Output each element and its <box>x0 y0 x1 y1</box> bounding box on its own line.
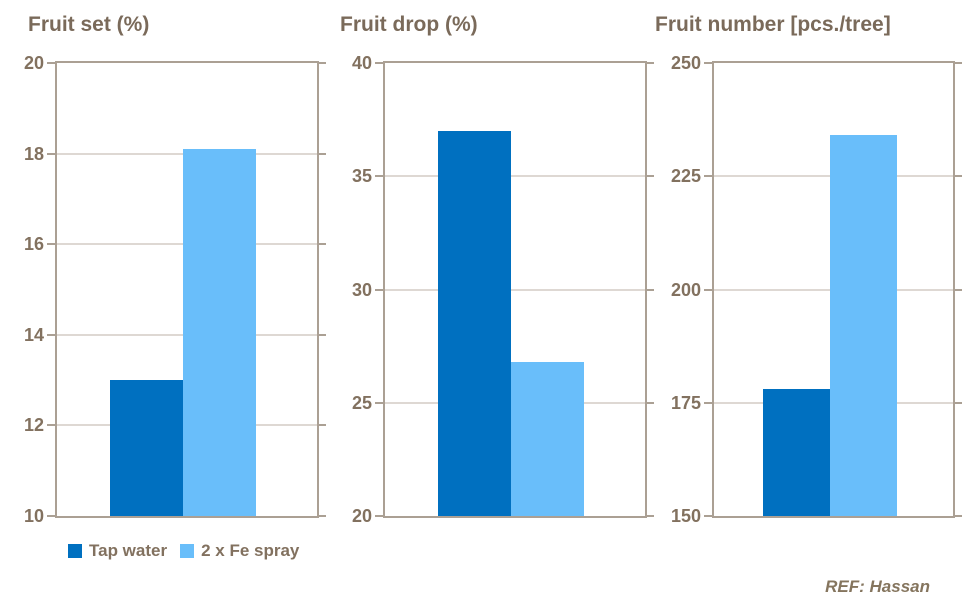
y-axis-tick <box>375 401 385 404</box>
y-tick-label: 16 <box>23 234 44 255</box>
y-axis-tick <box>704 288 714 291</box>
bar-2-x-fe-spray <box>511 361 584 516</box>
bar-tap-water <box>762 389 830 516</box>
y-axis-tick <box>317 333 326 336</box>
y-axis-tick <box>645 62 654 64</box>
reference-credit: REF: Hassan <box>825 577 930 596</box>
plot-area-fruit-drop: 20 25 30 35 40 <box>352 54 654 525</box>
y-axis-tick <box>47 333 57 336</box>
y-axis-tick <box>645 288 654 291</box>
y-axis-tick <box>645 175 654 178</box>
y-axis-tick <box>953 515 962 517</box>
y-tick-label: 18 <box>23 143 44 164</box>
gridline <box>385 175 645 177</box>
plot-area-fruit-number: 150 175 200 225 250 <box>671 54 962 525</box>
y-axis-tick <box>953 288 962 291</box>
bar-tap-water <box>110 380 184 516</box>
y-axis-tick <box>375 288 385 291</box>
y-axis-tick <box>953 62 962 64</box>
y-axis-tick <box>317 424 326 427</box>
y-tick-label: 250 <box>670 53 701 73</box>
y-axis-tick <box>47 152 57 155</box>
y-tick-label: 175 <box>670 392 701 413</box>
legend-item-fe-spray: 2 x Fe spray <box>180 541 299 561</box>
y-axis-tick <box>375 175 385 178</box>
y-tick-label: 20 <box>351 506 372 526</box>
bar-2-x-fe-spray <box>829 135 897 516</box>
gridline <box>385 289 645 290</box>
y-axis-tick <box>47 243 57 246</box>
y-axis-tick <box>47 62 57 64</box>
y-tick-label: 225 <box>670 166 701 187</box>
legend-swatch-tap-water <box>68 544 82 558</box>
y-axis-tick <box>317 243 326 246</box>
chart-title-fruit-number: Fruit number [pcs./tree] <box>655 13 891 36</box>
y-axis-tick <box>645 401 654 404</box>
y-tick-label: 12 <box>23 415 44 436</box>
legend-label-tap-water: Tap water <box>89 541 168 560</box>
y-tick-label: 20 <box>23 53 44 73</box>
y-tick-label: 10 <box>23 506 44 526</box>
plot-area-fruit-set: 10 12 14 16 18 20 <box>24 54 326 525</box>
y-axis-tick <box>375 515 385 517</box>
chart-title-fruit-set: Fruit set (%) <box>28 13 150 36</box>
y-tick-label: 30 <box>351 279 372 300</box>
y-tick-label: 14 <box>23 324 44 345</box>
y-axis-tick <box>317 62 326 64</box>
legend: Tap water 2 x Fe spray <box>68 541 299 561</box>
y-tick-label: 40 <box>351 53 372 73</box>
y-axis-tick <box>953 401 962 404</box>
y-axis-tick <box>47 424 57 427</box>
y-axis-tick <box>704 62 714 64</box>
legend-swatch-fe-spray <box>180 544 195 558</box>
y-axis-tick <box>704 515 714 517</box>
chart-title-fruit-drop: Fruit drop (%) <box>340 13 478 36</box>
y-axis-tick <box>317 515 326 517</box>
bar-tap-water <box>438 130 512 516</box>
y-tick-label: 150 <box>670 506 701 526</box>
legend-label-fe-spray: 2 x Fe spray <box>201 541 300 560</box>
y-axis-tick <box>704 175 714 178</box>
y-axis-tick <box>953 175 962 178</box>
y-axis-tick <box>317 152 326 155</box>
y-axis-tick <box>645 515 654 517</box>
y-axis-tick <box>375 62 385 64</box>
bar-2-x-fe-spray <box>183 149 256 516</box>
legend-item-tap-water: Tap water <box>68 541 167 561</box>
y-tick-label: 200 <box>670 279 701 300</box>
y-tick-label: 25 <box>351 392 372 413</box>
y-axis-tick <box>47 515 57 517</box>
y-tick-label: 35 <box>351 166 372 187</box>
y-axis-tick <box>704 401 714 404</box>
